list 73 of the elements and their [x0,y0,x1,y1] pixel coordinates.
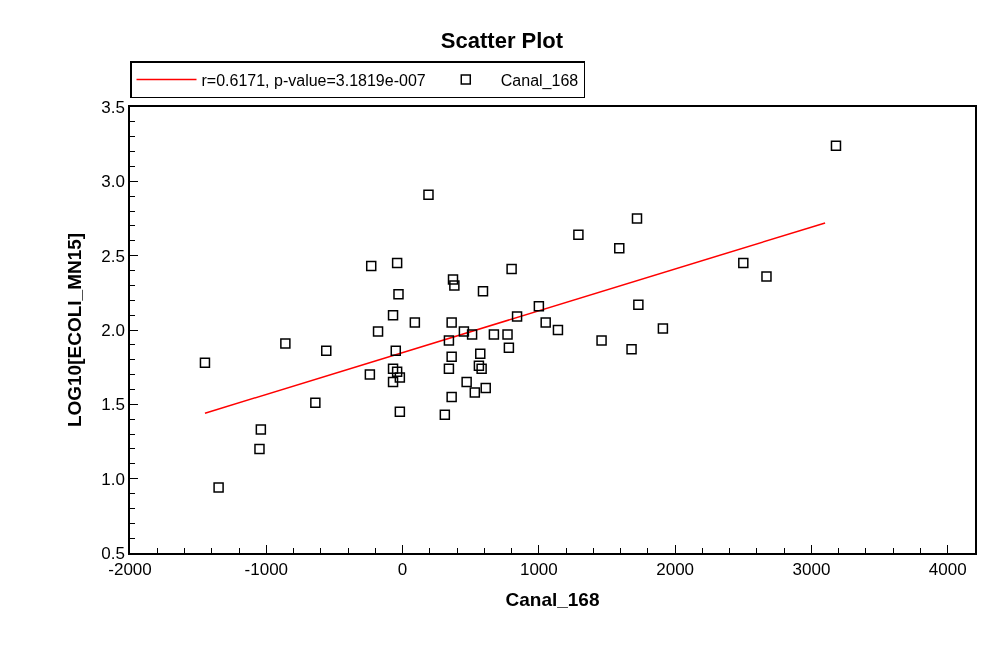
point [439,409,451,420]
point [466,329,478,340]
point [321,345,332,357]
point [488,329,500,340]
point [631,213,643,224]
point [480,382,491,394]
point [461,376,472,388]
x-tick-label: 4000 [928,560,967,580]
point [738,257,749,269]
point [626,344,637,355]
point [503,342,515,354]
y-tick-label: 1.0 [101,469,125,489]
point [255,424,267,435]
point [199,357,211,368]
point [458,326,470,337]
y-axis-title: LOG10[ECOLI_MN15] [63,232,85,428]
point [830,140,842,151]
point [469,387,481,398]
x-tick-label: -2000 [108,560,152,580]
point [506,263,517,275]
y-tick-label: 3.5 [101,97,125,117]
point [443,335,455,346]
point [409,317,421,328]
y-tick-label: 2.5 [101,246,125,266]
point [475,348,486,360]
y-tick-label: 3.0 [101,172,125,192]
point [446,391,457,403]
x-tick-label: 1000 [519,560,558,580]
point [449,280,460,291]
point [477,286,489,297]
point [596,335,607,346]
point [761,271,772,282]
chart-title: Scatter Plot [440,27,564,53]
point [391,257,403,269]
point [633,299,644,310]
point [372,326,384,337]
y-tick-label: 1.5 [101,395,125,415]
point [387,376,399,388]
point [365,260,377,272]
point [552,324,564,336]
point [387,309,399,321]
point [533,300,545,312]
point [310,397,321,409]
point [254,443,265,455]
x-tick-label: 3000 [792,560,831,580]
point [443,363,455,374]
point [502,329,513,340]
point [446,317,457,328]
x-axis-title: Canal_168 [505,589,600,611]
point [280,338,291,349]
point [446,351,457,363]
x-tick-label: 0 [397,560,408,580]
point [614,242,625,254]
point [447,274,459,285]
point [423,189,434,200]
point [391,366,403,377]
point [387,363,399,374]
point [511,311,523,322]
y-tick-label: 0.5 [101,543,125,563]
point [540,317,551,328]
y-tick-label: 2.0 [101,320,125,340]
legend-label: r=0.6171, p-value=3.1819e-007 [201,71,426,89]
point [364,369,376,380]
point [394,406,406,418]
legend-label: Canal_168 [500,71,579,90]
x-tick-label: 2000 [656,560,695,580]
point [394,372,406,383]
point [393,289,404,300]
point [657,323,669,334]
x-tick-label: -1000 [244,560,289,580]
point [573,229,584,241]
point [390,345,402,357]
point [213,482,224,493]
